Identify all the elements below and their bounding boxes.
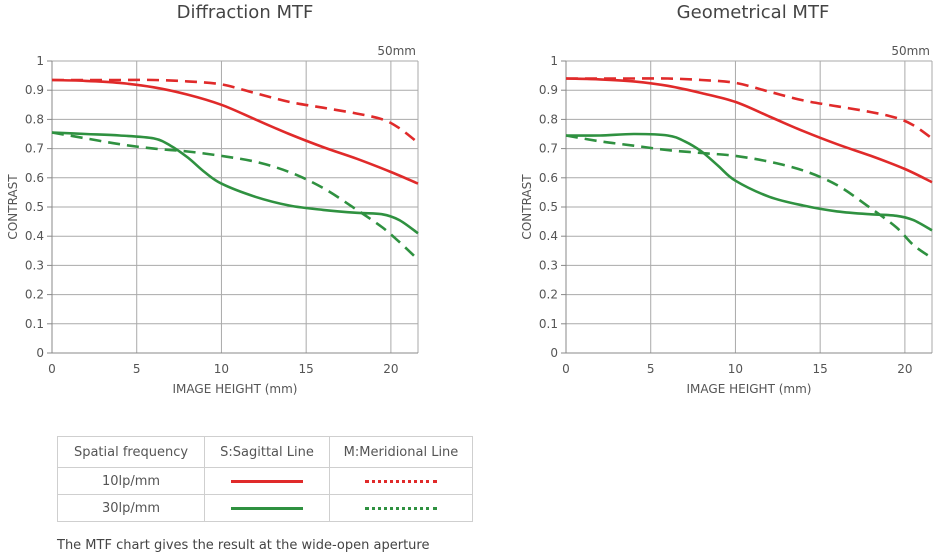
y-tick-label: 0.4 — [539, 229, 558, 243]
series-line-30lp-mm-m-meridional — [565, 134, 933, 260]
y-axis-label: CONTRAST — [6, 174, 20, 240]
focal-length-label: 50mm — [891, 44, 930, 58]
legend-swatch-sagittal-30 — [204, 494, 330, 522]
series-line-10lp-mm-s-sagittal — [51, 78, 419, 185]
legend-swatch-meridional-10 — [329, 467, 473, 495]
legend-label-30lp: 30lp/mm — [57, 494, 205, 522]
swatch-meridional-30 — [365, 506, 437, 510]
legend-header-meridional: M:Meridional Line — [329, 436, 473, 468]
series-line-30lp-mm-m-meridional — [51, 131, 419, 261]
y-tick-label: 1 — [550, 54, 558, 68]
x-tick-label: 5 — [647, 362, 655, 376]
y-tick-label: 0 — [550, 346, 558, 360]
y-tick-label: 0.8 — [539, 112, 558, 126]
x-tick-label: 0 — [562, 362, 570, 376]
legend-label-10lp: 10lp/mm — [57, 467, 205, 495]
y-tick-label: 1 — [36, 54, 44, 68]
x-tick-label: 20 — [897, 362, 912, 376]
footnote: The MTF chart gives the result at the wi… — [57, 538, 430, 553]
y-tick-label: 0.1 — [539, 317, 558, 331]
y-tick-label: 0.9 — [539, 83, 558, 97]
legend-header-frequency: Spatial frequency — [57, 436, 205, 468]
y-tick-label: 0.6 — [25, 171, 44, 185]
y-tick-label: 0.5 — [25, 200, 44, 214]
diffraction-mtf-chart: 00.10.20.30.40.50.60.70.80.910 5 10 15 2050m… — [6, 44, 419, 396]
x-tick-label: 15 — [299, 362, 314, 376]
legend-swatch-sagittal-10 — [204, 467, 330, 495]
series-line-10lp-mm-s-sagittal — [565, 77, 933, 184]
x-tick-label: 20 — [383, 362, 398, 376]
legend-row-30lp: 30lp/mm — [57, 494, 473, 522]
series-line-10lp-mm-m-meridional — [51, 78, 419, 144]
focal-length-label: 50mm — [377, 44, 416, 58]
y-tick-label: 0.3 — [25, 258, 44, 272]
y-tick-label: 0.9 — [25, 83, 44, 97]
y-tick-label: 0.2 — [539, 288, 558, 302]
swatch-sagittal-10 — [231, 479, 303, 483]
y-tick-label: 0.1 — [25, 317, 44, 331]
x-axis-label: IMAGE HEIGHT (mm) — [173, 382, 298, 396]
y-tick-label: 0 — [36, 346, 44, 360]
y-tick-label: 0.3 — [539, 258, 558, 272]
x-tick-label: 5 — [133, 362, 141, 376]
y-tick-label: 0.8 — [25, 112, 44, 126]
x-tick-label: 10 — [728, 362, 743, 376]
legend-swatch-meridional-30 — [329, 494, 473, 522]
y-tick-label: 0.6 — [539, 171, 558, 185]
geometrical-mtf-chart: 00.10.20.30.40.50.60.70.80.910 5 10 15 2050m… — [520, 44, 933, 396]
series-line-30lp-mm-s-sagittal — [51, 131, 419, 235]
legend-table: Spatial frequency S:Sagittal Line M:Meri… — [57, 436, 473, 522]
swatch-sagittal-30 — [231, 506, 303, 510]
y-tick-label: 0.7 — [25, 142, 44, 156]
y-axis-label: CONTRAST — [520, 174, 534, 240]
legend-row-10lp: 10lp/mm — [57, 467, 473, 495]
x-tick-label: 0 — [48, 362, 56, 376]
legend-header-row: Spatial frequency S:Sagittal Line M:Meri… — [57, 436, 473, 468]
series-line-30lp-mm-s-sagittal — [565, 132, 933, 232]
y-tick-label: 0.5 — [539, 200, 558, 214]
x-tick-label: 10 — [214, 362, 229, 376]
y-tick-label: 0.2 — [25, 288, 44, 302]
y-tick-label: 0.4 — [25, 229, 44, 243]
swatch-meridional-10 — [365, 479, 437, 483]
legend-header-sagittal: S:Sagittal Line — [204, 436, 330, 468]
y-tick-label: 0.7 — [539, 142, 558, 156]
series-line-10lp-mm-m-meridional — [565, 77, 933, 140]
diffraction-mtf-title: Diffraction MTF — [176, 2, 314, 23]
x-axis-label: IMAGE HEIGHT (mm) — [687, 382, 812, 396]
x-tick-label: 15 — [813, 362, 828, 376]
geometrical-mtf-title: Geometrical MTF — [676, 2, 830, 23]
